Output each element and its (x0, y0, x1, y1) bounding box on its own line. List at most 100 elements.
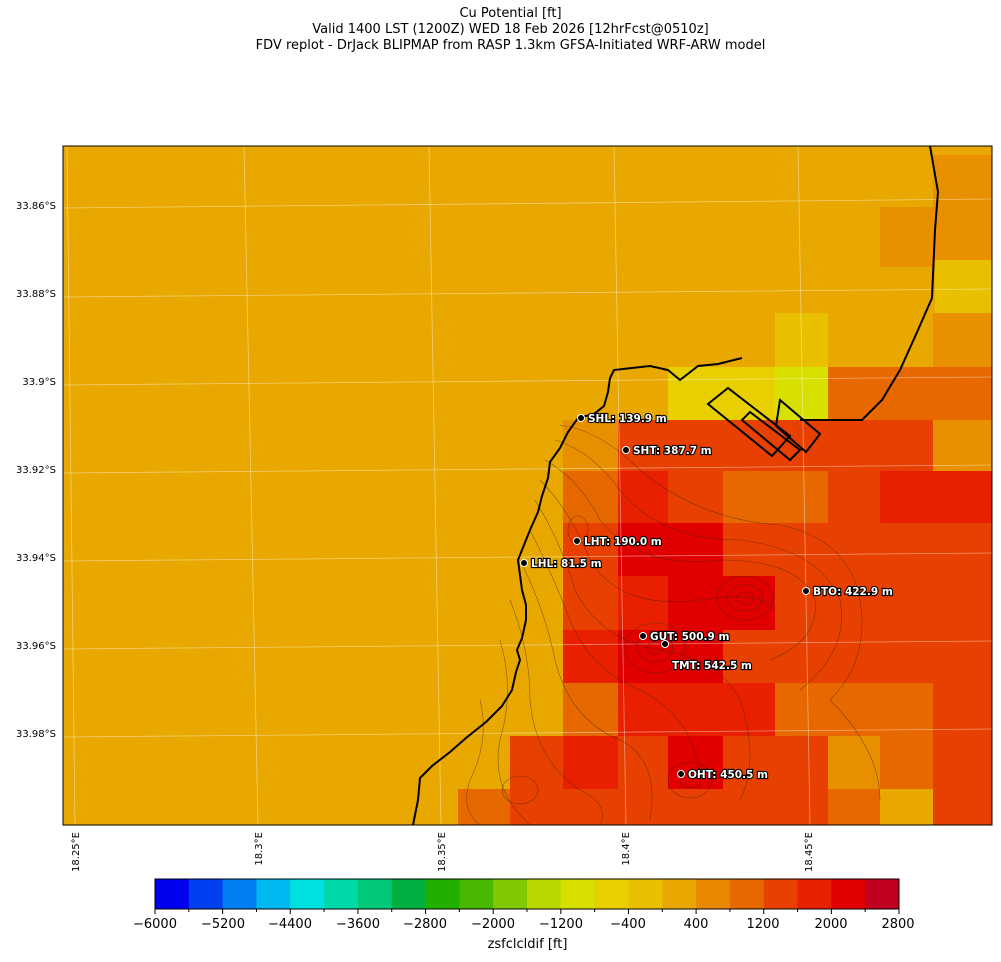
field-cell (775, 576, 992, 630)
colorbar-tick-label: −2800 (403, 917, 447, 932)
coastline-path (800, 146, 940, 421)
contour-ring (646, 641, 664, 655)
station-marker-lht (573, 537, 581, 545)
colorbar-segment (729, 879, 765, 909)
field-cell (880, 367, 992, 420)
station-label-tmt: TMT: 542.5 m (672, 660, 752, 672)
field-cell (563, 630, 618, 683)
field-cell (775, 313, 828, 367)
colorbar-tick-label: 2800 (881, 917, 915, 932)
station-label-lht: LHT: 190.0 m (584, 536, 662, 548)
contour-ring (716, 575, 774, 621)
station-marker-oht (677, 770, 685, 778)
field-cell (668, 471, 723, 523)
field-cell (775, 683, 933, 736)
colorbar-segment (188, 879, 224, 909)
lon-tick-label: 18.35°E (437, 832, 448, 872)
colorbar-tick-label: −5200 (201, 917, 245, 932)
field-cell (935, 260, 992, 313)
colorbar-segment (290, 879, 325, 909)
chart-subtitle-model: FDV replot - DrJack BLIPMAP from RASP 1.… (255, 38, 766, 53)
contour-line (554, 439, 842, 691)
harbour-breakwater (740, 410, 802, 462)
field-cell (933, 736, 992, 825)
field-cell (563, 683, 618, 736)
colorbar-segment (256, 879, 291, 909)
graticule-lon (613, 146, 627, 825)
station-label-gut: GUT: 500.9 m (650, 631, 729, 643)
field-cell (668, 576, 775, 630)
field-cell (933, 313, 992, 367)
field-cell (618, 420, 933, 471)
field-cell (933, 155, 992, 260)
terrain-contours (466, 424, 881, 825)
lat-tick-label: 33.98°S (16, 729, 56, 740)
colorbar-tick-label: −6000 (133, 917, 177, 932)
field-cell (723, 471, 828, 523)
contour-line (529, 529, 701, 791)
graticule-lat (63, 288, 992, 298)
field-cell (828, 367, 880, 420)
field-cell (880, 471, 992, 523)
field-cell (563, 420, 618, 471)
colorbar-segment (560, 879, 596, 909)
title-block: Cu Potential [ft] Valid 1400 LST (1200Z)… (0, 6, 1001, 54)
field-cell (933, 420, 992, 471)
contour-ring (667, 761, 713, 799)
field-cell (458, 789, 510, 825)
colorbar-tick-label: −3600 (336, 917, 380, 932)
colorbar-segment (594, 879, 629, 909)
graticule (63, 146, 992, 825)
field-cell (563, 736, 618, 789)
colorbar-segment (425, 879, 460, 909)
station-marker-tmt (661, 640, 669, 648)
field-cell (775, 367, 828, 420)
colorbar-segment (324, 879, 359, 909)
contour-line (534, 499, 751, 801)
contour-ring (636, 633, 674, 663)
harbour-breakwater (774, 398, 822, 454)
field-cell (618, 576, 668, 630)
field-cell (723, 630, 992, 683)
field-cell (563, 471, 618, 523)
station-marker-sht (622, 446, 630, 454)
field-cell (668, 789, 828, 825)
field-cell (880, 789, 933, 825)
colorbar-tick-label: −1200 (539, 917, 583, 932)
field-cell (828, 789, 880, 825)
graticule-lat (63, 552, 992, 562)
contour-ring (679, 771, 701, 789)
field-cell (618, 630, 723, 683)
colorbar-segment (459, 879, 494, 909)
graticule-lat (63, 728, 992, 738)
field-cell (618, 523, 723, 576)
field-cell (828, 736, 880, 789)
lon-tick-label: 18.45°E (804, 832, 815, 872)
field-cell (618, 471, 668, 523)
graticule-lon (66, 146, 76, 825)
graticule-lon (243, 146, 259, 825)
colorbar-segment (662, 879, 697, 909)
colorbar (154, 878, 900, 914)
graticule-lat (63, 376, 992, 386)
colorbar-segment (831, 879, 866, 909)
coastline (412, 146, 940, 825)
station-label-sht: SHT: 387.7 m (633, 445, 712, 457)
lat-tick-label: 33.96°S (16, 641, 56, 652)
contour-line (519, 559, 653, 821)
contour-ring (624, 622, 686, 674)
field-cell (618, 736, 668, 789)
colorbar-tick-label: −4400 (268, 917, 312, 932)
station-marker-shl (577, 414, 585, 422)
station-label-shl: SHL: 139.9 m (588, 413, 667, 425)
field-cell (723, 523, 992, 576)
station-marker-gut (639, 632, 647, 640)
colorbar-tick-label: 1200 (746, 917, 780, 932)
contour-line (559, 424, 881, 801)
station-label-bto: BTO: 422.9 m (813, 586, 893, 598)
colorbar-tick-label: −400 (610, 917, 646, 932)
contour-ring (726, 584, 764, 612)
field-cell (828, 471, 880, 523)
colorbar-segment (763, 879, 799, 909)
colorbar-segment (222, 879, 257, 909)
